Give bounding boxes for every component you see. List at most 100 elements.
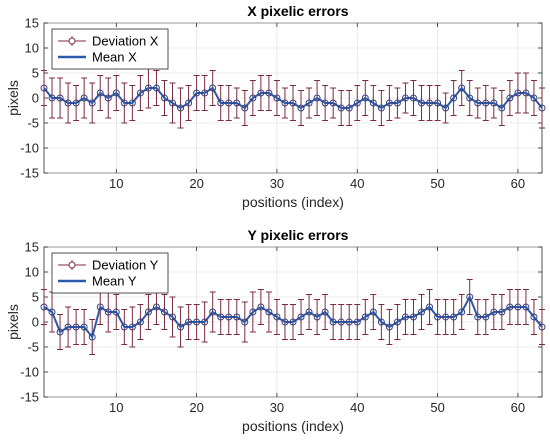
data-point <box>249 94 257 102</box>
data-point <box>193 89 201 97</box>
x-tick-label: 40 <box>350 400 364 415</box>
chart-title: X pixelic errors <box>247 3 348 19</box>
data-point <box>369 308 377 316</box>
data-point <box>369 99 377 107</box>
x-tick-label: 60 <box>511 400 525 415</box>
data-point <box>56 94 64 102</box>
legend-label-mean: Mean Y <box>92 274 137 289</box>
y-tick-label: 10 <box>25 265 39 280</box>
data-point <box>458 84 466 92</box>
data-point <box>160 94 168 102</box>
data-point <box>249 308 257 316</box>
y-tick-label: -10 <box>20 141 39 156</box>
data-point <box>313 94 321 102</box>
data-point <box>289 318 297 326</box>
y-tick-label: -15 <box>20 166 39 181</box>
data-point <box>458 308 466 316</box>
data-point <box>96 89 104 97</box>
data-point <box>337 104 345 112</box>
data-point <box>40 84 48 92</box>
data-point <box>321 99 329 107</box>
data-point <box>353 99 361 107</box>
data-point <box>321 308 329 316</box>
data-point <box>104 308 112 316</box>
x-tick-label: 20 <box>189 176 203 191</box>
data-point <box>40 303 48 311</box>
data-point <box>409 313 417 321</box>
data-point <box>450 94 458 102</box>
x-tick-label: 10 <box>109 400 123 415</box>
data-point <box>48 94 56 102</box>
data-point <box>393 318 401 326</box>
data-point <box>185 318 193 326</box>
data-point <box>144 84 152 92</box>
data-point <box>160 308 168 316</box>
data-point <box>72 323 80 331</box>
data-point <box>337 318 345 326</box>
y-tick-label: 5 <box>32 290 39 305</box>
x-tick-label: 30 <box>270 400 284 415</box>
data-point <box>217 99 225 107</box>
data-point <box>530 94 538 102</box>
y-tick-label: -10 <box>20 365 39 380</box>
data-point <box>56 328 64 336</box>
data-point <box>434 313 442 321</box>
data-point <box>514 303 522 311</box>
data-point <box>474 313 482 321</box>
data-point <box>393 99 401 107</box>
x-tick-label: 30 <box>270 176 284 191</box>
data-point <box>426 99 434 107</box>
data-point <box>120 323 128 331</box>
data-point <box>241 104 249 112</box>
data-point <box>498 308 506 316</box>
data-point <box>345 104 353 112</box>
legend-label-deviation: Deviation Y <box>92 258 159 273</box>
data-point <box>482 99 490 107</box>
data-point <box>305 99 313 107</box>
data-point <box>466 94 474 102</box>
legend-box <box>51 252 169 294</box>
y-axis-label: pixels <box>5 304 21 340</box>
data-point <box>361 94 369 102</box>
data-point <box>273 313 281 321</box>
data-point <box>506 94 514 102</box>
data-point <box>257 303 265 311</box>
data-point <box>209 308 217 316</box>
data-point <box>401 94 409 102</box>
data-point <box>385 323 393 331</box>
data-point <box>257 89 265 97</box>
x-axis-label: positions (index) <box>242 194 344 210</box>
data-point <box>273 94 281 102</box>
data-point <box>265 308 273 316</box>
data-point <box>361 313 369 321</box>
data-point <box>538 104 546 112</box>
data-point <box>538 323 546 331</box>
y-axis-label: pixels <box>5 80 21 116</box>
data-point <box>128 323 136 331</box>
y-tick-label: 0 <box>32 91 39 106</box>
data-point <box>377 318 385 326</box>
data-point <box>144 308 152 316</box>
data-point <box>522 303 530 311</box>
data-point <box>169 313 177 321</box>
data-point <box>80 323 88 331</box>
data-point <box>177 323 185 331</box>
data-point <box>329 99 337 107</box>
x-tick-label: 10 <box>109 176 123 191</box>
data-point <box>217 313 225 321</box>
data-point <box>490 308 498 316</box>
chart-title: Y pixelic errors <box>248 227 349 243</box>
data-point <box>281 318 289 326</box>
data-point <box>466 293 474 301</box>
data-point <box>265 89 273 97</box>
data-point <box>80 94 88 102</box>
data-point <box>177 104 185 112</box>
x-tick-label: 50 <box>430 400 444 415</box>
data-point <box>72 99 80 107</box>
data-point <box>329 318 337 326</box>
data-point <box>209 84 217 92</box>
data-point <box>112 89 120 97</box>
data-point <box>152 84 160 92</box>
